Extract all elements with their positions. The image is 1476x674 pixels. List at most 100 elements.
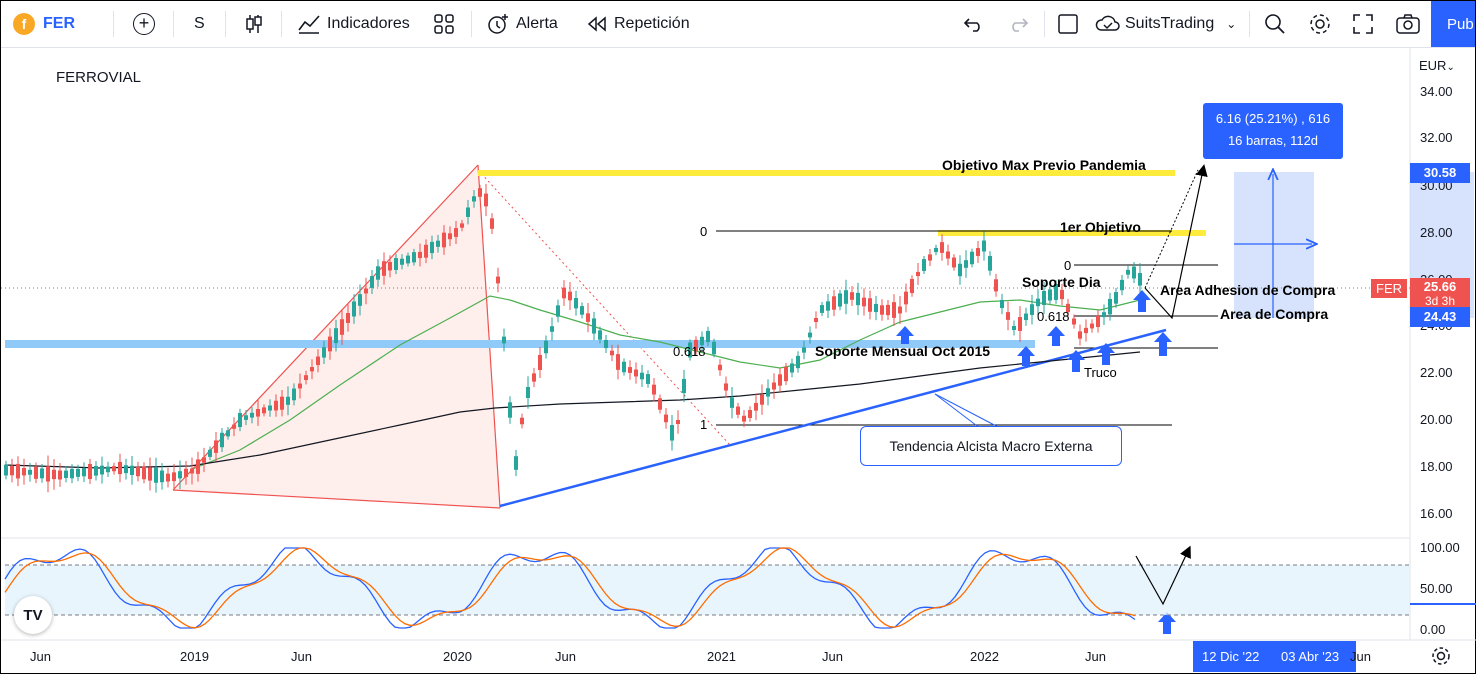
candle-body: [448, 233, 452, 240]
candle-body: [388, 262, 392, 271]
soporte-dia-label: Soporte Dia: [1022, 274, 1101, 290]
candle-body: [1048, 289, 1052, 301]
symbol-search[interactable]: f FER: [13, 1, 75, 47]
candle-body: [520, 417, 524, 425]
candle-body: [610, 350, 614, 356]
chart-canvas[interactable]: [0, 48, 1476, 674]
y-axis-tick: 28.00: [1420, 225, 1453, 240]
undo-icon: [963, 18, 980, 32]
candle-body: [778, 374, 782, 386]
candle-body: [988, 255, 992, 271]
alert-button[interactable]: Alerta: [486, 1, 558, 47]
tradingview-logo[interactable]: TV: [14, 596, 52, 634]
currency-label[interactable]: EUR⌄: [1419, 58, 1455, 73]
candle-body: [1132, 266, 1136, 279]
replay-button[interactable]: Repetición: [586, 1, 690, 47]
candle-body: [112, 466, 116, 472]
candle-body: [1000, 299, 1004, 309]
candle-body: [958, 263, 962, 277]
tradingview-icon: TV: [23, 606, 43, 624]
candle-body: [10, 465, 14, 476]
search-button[interactable]: [1264, 1, 1286, 47]
candle-body: [88, 463, 92, 480]
candle-body: [688, 342, 692, 358]
candle-body: [712, 341, 716, 355]
candle-body: [838, 293, 842, 307]
fib-0618-label-b: 0.618: [1037, 309, 1070, 324]
alert-label: Alerta: [516, 15, 558, 32]
cloud-icon: [1095, 15, 1120, 31]
price-badge: 25.66 3d 3h: [1410, 278, 1470, 312]
y-axis-tick: 16.00: [1420, 506, 1453, 521]
layout-button[interactable]: [1057, 1, 1079, 47]
candle-body: [136, 466, 140, 477]
publish-button[interactable]: Pub: [1431, 1, 1475, 47]
fullscreen-button[interactable]: [1352, 1, 1374, 47]
candle-body: [526, 386, 530, 399]
candle-body: [1012, 325, 1016, 331]
x-axis-tick: Jun: [555, 649, 576, 664]
candle-body: [34, 466, 38, 479]
indicators-button[interactable]: Indicadores: [297, 1, 410, 47]
candle-body: [790, 363, 794, 373]
candle-body: [940, 242, 944, 253]
date-range-start: 12 Dic '22: [1202, 649, 1260, 664]
candle-body: [808, 332, 812, 338]
candle-body: [490, 218, 494, 229]
osc-axis-tick: 100.00: [1420, 540, 1460, 555]
templates-icon: [434, 14, 454, 34]
candle-body: [250, 412, 254, 418]
compare-button[interactable]: +: [133, 1, 155, 47]
candle-body: [862, 297, 866, 307]
candle-body: [616, 354, 620, 370]
measure-label: 6.16 (25.21%) , 616 16 barras, 112d: [1203, 103, 1343, 159]
measure-line1: 6.16 (25.21%) , 616: [1215, 111, 1331, 126]
candle-body: [1072, 318, 1076, 325]
candle-body: [754, 402, 758, 411]
candle-body: [442, 232, 446, 248]
candle-body: [856, 292, 860, 306]
candle-body: [472, 196, 476, 202]
snapshot-button[interactable]: [1395, 1, 1421, 47]
candle-body: [382, 261, 386, 276]
candle-body: [580, 306, 584, 315]
candle-body: [682, 378, 686, 394]
candle-body: [328, 336, 332, 352]
candle-body: [538, 354, 542, 371]
redo-button[interactable]: [1007, 1, 1029, 47]
candle-body: [736, 406, 740, 415]
candle-body: [358, 294, 362, 306]
axis-settings-button[interactable]: [1430, 645, 1452, 672]
candle-body: [364, 288, 368, 294]
candle-body: [994, 279, 998, 292]
settings-icon: [1432, 647, 1450, 665]
candle-body: [700, 336, 704, 346]
candle-body: [406, 255, 410, 264]
interval-button[interactable]: S: [194, 1, 205, 47]
candle-body: [76, 468, 80, 477]
candle-body: [1054, 284, 1058, 300]
candle-body: [322, 347, 326, 358]
candle-body: [118, 461, 122, 475]
undo-button[interactable]: [963, 1, 985, 47]
candle-body: [1066, 303, 1070, 313]
settings-button[interactable]: [1308, 1, 1332, 47]
chart-type-button[interactable]: [244, 1, 264, 47]
templates-button[interactable]: [433, 1, 455, 47]
osc-axis-tick: 50.00: [1420, 581, 1453, 596]
y-axis-tick: 20.00: [1420, 412, 1453, 427]
x-axis-tick: Jun: [291, 649, 312, 664]
candle-body: [646, 374, 650, 384]
layout-menu-button[interactable]: SuitsTrading ⌄: [1095, 1, 1236, 47]
candle-body: [496, 276, 500, 284]
area-adhesion-label: Area Adhesion de Compra: [1160, 282, 1336, 298]
candle-body: [604, 339, 608, 349]
candle-body: [622, 361, 626, 373]
candle-body: [1138, 273, 1142, 286]
truco-label: Truco: [1084, 365, 1117, 380]
measure-box: [1234, 172, 1314, 318]
x-axis-tick: Jun: [1350, 649, 1371, 664]
candle-body: [166, 473, 170, 482]
candle-body: [124, 465, 128, 474]
candle-body: [1024, 313, 1028, 321]
